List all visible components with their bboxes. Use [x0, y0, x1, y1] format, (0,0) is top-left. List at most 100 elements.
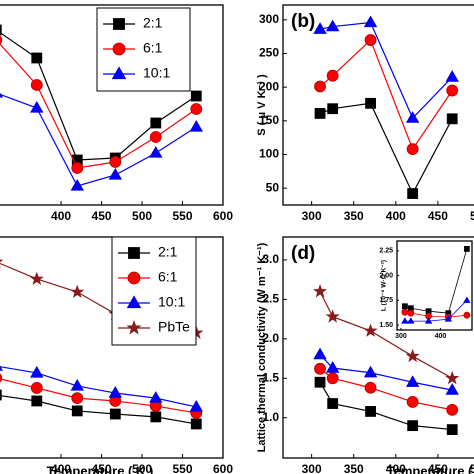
series-line	[319, 102, 453, 195]
marker	[463, 246, 470, 252]
series-line	[0, 31, 197, 161]
marker	[444, 315, 453, 322]
series-line	[0, 93, 197, 187]
marker	[401, 317, 409, 324]
panel: 300 350 400 450 500 50 100 150 200 250 300 (b) S ( μ…	[256, 4, 474, 223]
marker	[445, 383, 459, 395]
x-tick-label: 450	[92, 462, 112, 474]
marker	[446, 84, 459, 97]
series-line	[319, 354, 453, 391]
x-tick-label: 450	[428, 462, 448, 474]
series-line	[319, 368, 453, 411]
x-tick-label: 550	[173, 462, 193, 474]
marker	[363, 323, 378, 337]
series-line	[0, 394, 197, 425]
legend-label: 6:1	[143, 40, 163, 56]
y-tick-label: 50	[266, 180, 280, 194]
x-tick-label: 500	[132, 209, 152, 223]
marker	[30, 382, 43, 394]
legend-marker	[112, 42, 126, 56]
marker	[190, 103, 203, 115]
panel: 300 350 400 450 500 1.0 1.5 2.0 2.5 3.0 (d) Tempera…	[256, 236, 474, 474]
marker	[0, 373, 3, 383]
marker	[407, 420, 419, 432]
marker	[30, 79, 43, 91]
x-tick-label: 400	[386, 209, 406, 223]
marker	[70, 284, 85, 299]
legend-label: PbTe	[158, 319, 190, 335]
legend-label: 10:1	[158, 294, 185, 310]
y-tick-label: 250	[259, 46, 279, 60]
x-tick-label: 350	[344, 209, 364, 223]
marker	[71, 162, 84, 174]
marker	[445, 370, 460, 385]
marker	[365, 97, 376, 109]
marker	[364, 381, 377, 394]
marker	[446, 403, 459, 416]
series-layer	[313, 15, 459, 199]
marker	[424, 317, 433, 324]
y-axis-label: L (10⁻⁸ W·Ω K⁻²)	[381, 260, 388, 311]
panel: 400 450 500 550 600 2:1 6:1 10:1	[0, 4, 233, 223]
marker	[401, 303, 408, 310]
marker	[0, 259, 4, 268]
marker	[70, 179, 84, 191]
plot-frame	[282, 4, 474, 206]
x-tick-label: 300	[302, 462, 322, 474]
marker	[71, 405, 83, 417]
y-tick-label: 1.75	[379, 297, 393, 304]
legend-marker	[128, 247, 140, 259]
x-tick-label: 450	[428, 209, 448, 223]
marker	[406, 396, 419, 408]
marker	[189, 120, 203, 132]
y-tick-label: 3.0	[262, 252, 279, 266]
plot-frame	[282, 236, 474, 459]
marker	[0, 92, 3, 98]
series-layer	[401, 246, 471, 324]
marker	[30, 101, 44, 113]
plot-frame	[396, 240, 473, 331]
marker	[0, 389, 2, 401]
x-tick-label: 500	[470, 462, 474, 474]
marker	[0, 365, 3, 371]
marker	[364, 34, 377, 46]
legend-marker	[126, 319, 142, 335]
marker	[0, 35, 3, 45]
legend-box	[111, 236, 197, 346]
series-line	[0, 43, 197, 169]
marker	[109, 156, 122, 168]
marker	[406, 143, 419, 156]
y-tick-label: 100	[259, 147, 279, 161]
series-layer	[0, 24, 203, 191]
marker	[463, 296, 471, 303]
marker	[313, 347, 327, 360]
series-layer	[313, 284, 460, 435]
series-line	[0, 378, 197, 414]
marker	[363, 15, 378, 28]
panel-label: (d)	[291, 243, 315, 264]
marker	[463, 311, 471, 319]
x-tick-label: 300	[395, 333, 407, 340]
marker	[401, 308, 409, 316]
y-tick-label: 1.50	[379, 322, 393, 329]
y-tick-label: 2.0	[262, 331, 279, 345]
marker	[446, 424, 458, 435]
marker	[326, 372, 339, 385]
marker	[190, 90, 202, 102]
marker	[71, 392, 84, 405]
panel-label: (b)	[291, 11, 315, 32]
marker	[149, 131, 162, 143]
marker	[327, 103, 339, 115]
y-tick-label: 200	[259, 79, 279, 93]
marker	[326, 69, 339, 82]
marker	[189, 399, 203, 412]
marker	[445, 70, 459, 82]
y-tick-label: 300	[259, 12, 279, 26]
legend-marker	[127, 271, 141, 285]
marker	[314, 362, 326, 375]
y-tick-label: 1.0	[262, 410, 279, 424]
marker	[108, 168, 123, 180]
plot-frame	[0, 4, 224, 206]
marker	[325, 19, 340, 32]
x-tick-label: 350	[344, 462, 364, 474]
